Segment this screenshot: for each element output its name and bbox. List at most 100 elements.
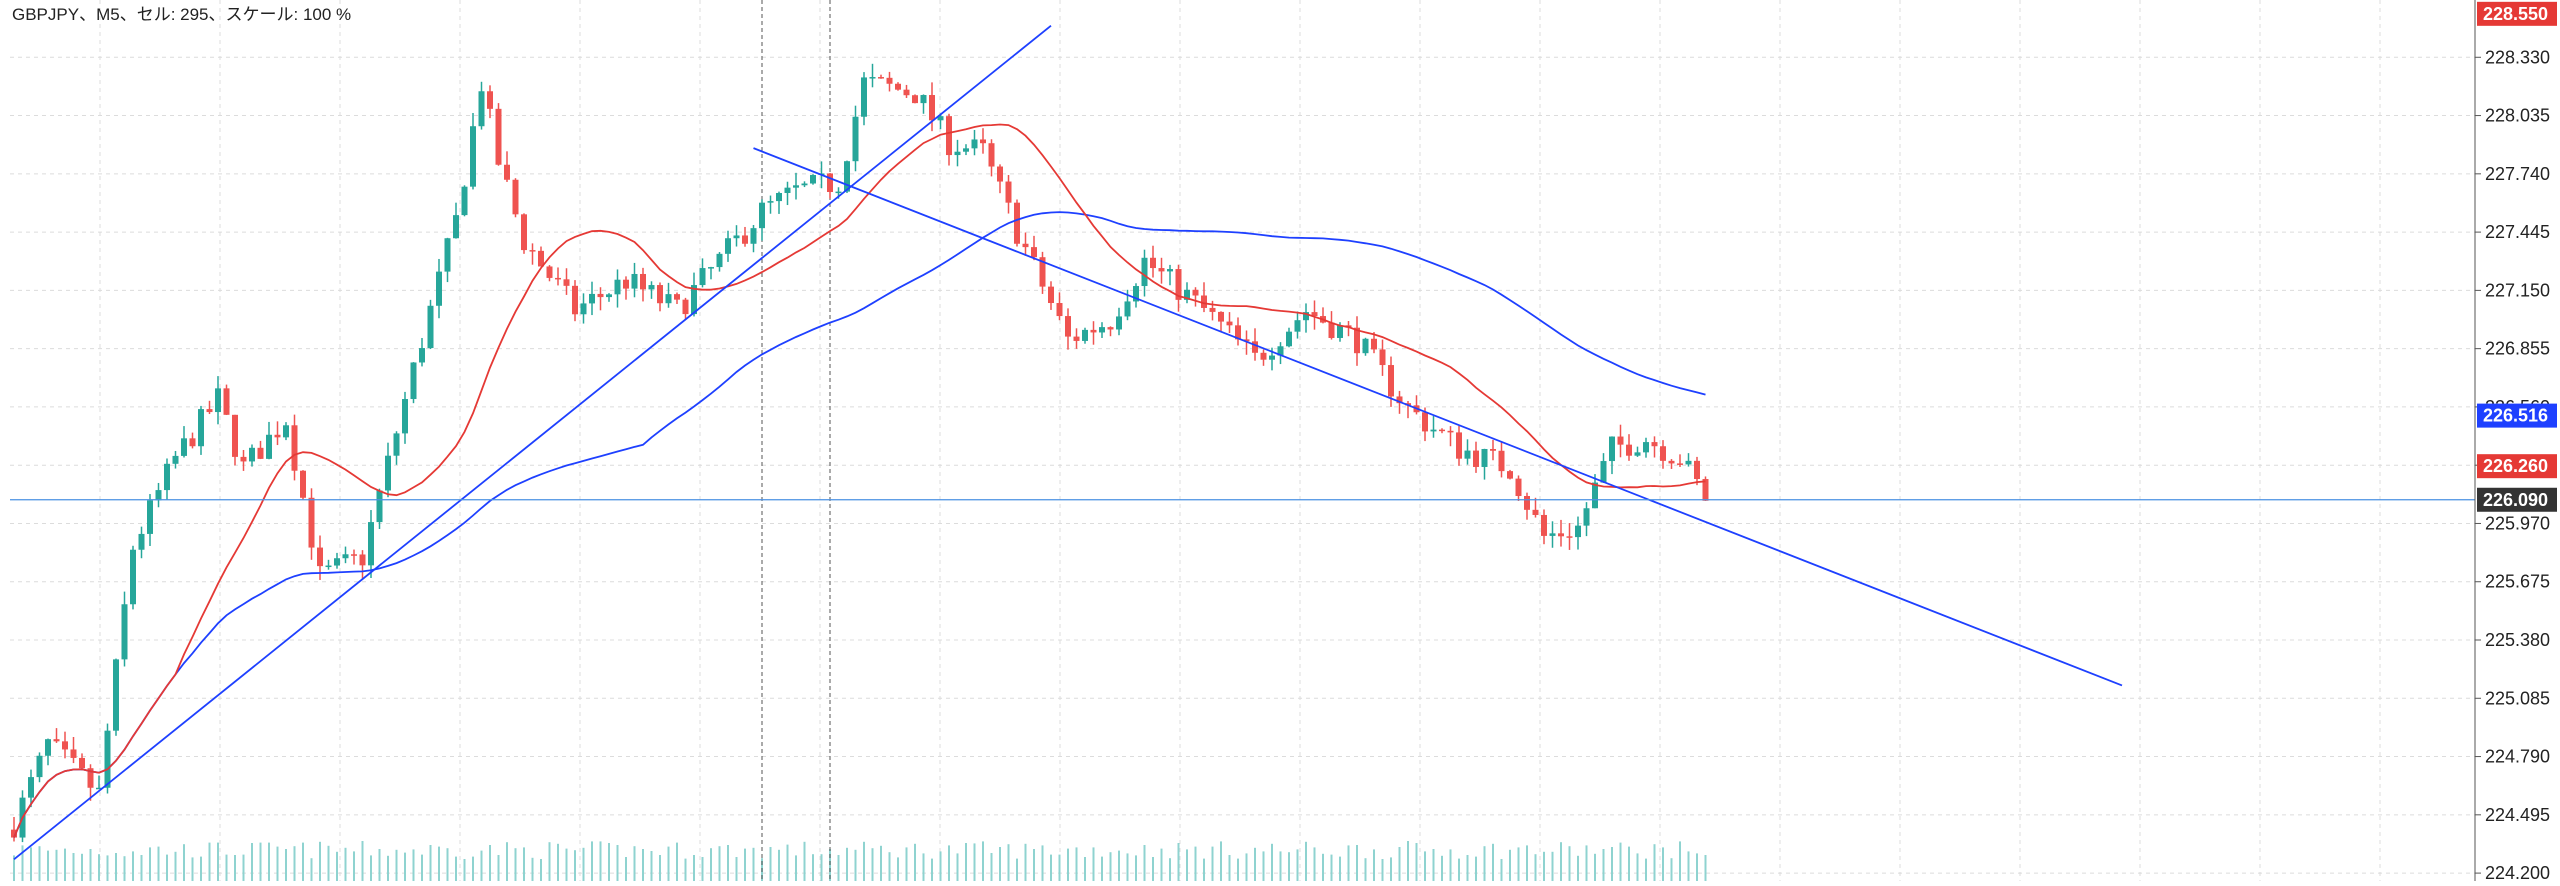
candle-body <box>971 139 978 149</box>
candle-body <box>1396 396 1403 404</box>
candle <box>1634 446 1641 457</box>
candle-body <box>70 749 77 758</box>
volume-bar <box>302 842 304 881</box>
candle-body <box>793 185 799 188</box>
volume-bar <box>888 852 891 881</box>
candle-body <box>1524 496 1530 510</box>
candle-body <box>1583 508 1590 526</box>
candle <box>521 213 527 254</box>
candle-body <box>852 116 859 162</box>
candle <box>580 293 587 324</box>
candle <box>920 94 927 114</box>
candle <box>657 282 663 312</box>
chart-info-label: GBPJPY、M5、セル: 295、スケール: 100 % <box>12 5 351 24</box>
candle <box>793 172 799 200</box>
volume-bar <box>1534 854 1537 881</box>
volume-bar <box>786 844 789 881</box>
candle <box>1260 349 1267 366</box>
volume-bar <box>1339 856 1341 881</box>
volume-bar <box>1203 858 1205 881</box>
candle-body <box>810 175 816 184</box>
volume-bar <box>217 842 219 881</box>
volume-bar <box>344 847 347 881</box>
candle <box>453 202 459 239</box>
y-tick-label: 227.740 <box>2485 164 2550 184</box>
volume-bar <box>1398 847 1401 881</box>
candle-body <box>1039 257 1046 287</box>
candle <box>844 160 850 193</box>
candle-body <box>1116 316 1122 330</box>
downtrend-trendline[interactable] <box>753 147 2123 687</box>
volume-bar <box>548 842 551 881</box>
candle-body <box>308 497 315 548</box>
candle-body <box>121 604 128 660</box>
candle <box>164 458 170 500</box>
candle <box>249 444 255 467</box>
candle-body <box>1082 329 1088 341</box>
candle-body <box>538 250 544 267</box>
volume-bar <box>1092 847 1095 881</box>
volume-bar <box>1611 847 1613 881</box>
volume-bar <box>1041 845 1044 881</box>
volume-bar <box>149 847 151 881</box>
candle <box>674 292 680 305</box>
candle-body <box>1643 442 1649 453</box>
candle <box>1362 337 1369 356</box>
candle <box>631 262 638 298</box>
candle <box>1660 440 1666 469</box>
candle <box>1150 245 1156 278</box>
candle-body <box>79 757 85 769</box>
volume-bar <box>1186 849 1188 881</box>
candle-body <box>138 533 145 550</box>
candle-body <box>232 414 238 457</box>
volume-bar <box>676 842 678 881</box>
candle-body <box>886 77 893 84</box>
candle-body <box>274 434 281 438</box>
candle <box>988 139 995 177</box>
candle <box>1447 426 1454 447</box>
trendlines[interactable] <box>13 24 2123 860</box>
volume-bar <box>1441 855 1443 881</box>
volume-bar <box>854 849 857 881</box>
candle <box>1039 251 1046 294</box>
candle <box>861 72 867 126</box>
candle-body <box>402 399 408 434</box>
candle <box>716 252 723 272</box>
candle <box>810 174 816 185</box>
volume-bar <box>1143 845 1146 881</box>
candle-body <box>223 388 230 415</box>
candle <box>1507 469 1513 480</box>
volume-bar <box>140 855 143 881</box>
volume-bar <box>735 857 738 881</box>
candle <box>359 550 366 579</box>
candle-body <box>1141 257 1148 287</box>
candle <box>1379 339 1386 376</box>
volume-bar <box>1084 857 1086 881</box>
y-tick-label: 228.035 <box>2485 106 2550 126</box>
candle-body <box>997 166 1003 182</box>
candle-body <box>784 187 791 193</box>
candle-body <box>317 547 323 567</box>
volume-bar <box>931 858 933 881</box>
candle <box>172 450 179 469</box>
volume-bar <box>769 847 772 881</box>
candle <box>1158 257 1165 284</box>
volume-bar <box>1067 848 1069 881</box>
candle <box>79 753 85 771</box>
uptrend-trendline[interactable] <box>13 24 1052 860</box>
candle-body <box>1473 450 1479 467</box>
candle-body <box>988 143 995 167</box>
candle <box>1371 332 1377 354</box>
candle-body <box>1311 312 1318 317</box>
candle-body <box>11 829 17 838</box>
candle <box>1541 509 1547 545</box>
candle-body <box>1175 269 1182 300</box>
candle <box>1532 497 1539 518</box>
volume-bar <box>820 854 823 881</box>
candle <box>198 405 204 455</box>
candle <box>130 545 136 610</box>
candle <box>1668 459 1675 469</box>
y-tick-label: 228.330 <box>2485 47 2550 67</box>
